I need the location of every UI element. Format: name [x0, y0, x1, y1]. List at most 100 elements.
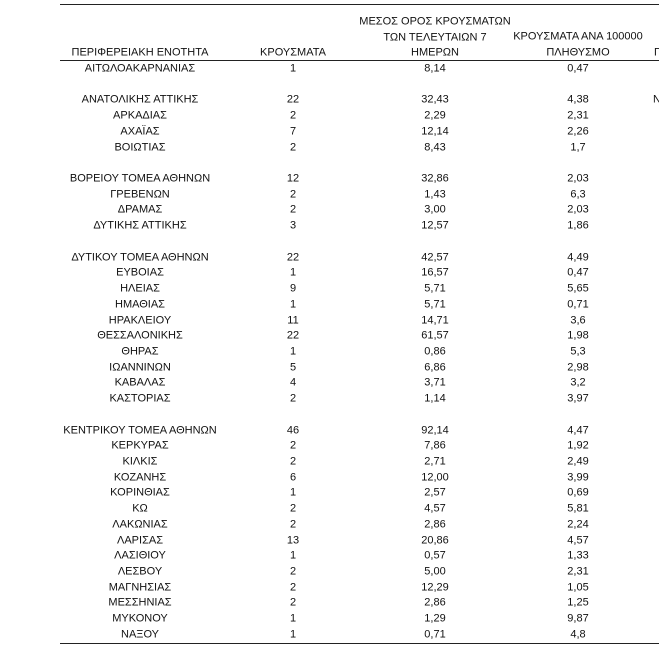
cases: 2	[289, 502, 297, 515]
per-100k: 3,99	[567, 471, 589, 484]
region: ΛΑΣΙΘΙΟΥ	[114, 549, 166, 562]
avg-7-days: 0,86	[424, 345, 446, 358]
cases: 11	[287, 314, 299, 327]
per-100k: 2,03	[567, 203, 589, 216]
cases: 1	[289, 612, 297, 625]
per-100k: 1,86	[567, 219, 589, 232]
per-100k: 2,31	[567, 109, 589, 122]
region: ΔΥΤΙΚΗΣ ΑΤΤΙΚΗΣ	[93, 219, 187, 232]
region: ΜΕΣΣΗΝΙΑΣ	[108, 596, 172, 609]
cases: 3	[289, 219, 297, 232]
region: ΚΑΒΑΛΑΣ	[114, 376, 166, 389]
avg-7-days: 5,71	[424, 282, 446, 295]
cases: 1	[289, 266, 297, 279]
region: ΜΑΓΝΗΣΙΑΣ	[108, 581, 172, 594]
header-per100k: ΚΡΟΥΣΜΑΤΑ ΑΝΑ 100000	[513, 30, 643, 43]
region: ΑΝΑΤΟΛΙΚΗΣ ΑΤΤΙΚΗΣ	[81, 93, 199, 106]
cases: 2	[289, 141, 297, 154]
avg-7-days: 16,57	[421, 266, 449, 279]
per-100k: 0,71	[567, 298, 589, 311]
avg-7-days: 3,00	[424, 203, 446, 216]
per-100k: 0,47	[567, 62, 589, 75]
cases: 22	[286, 329, 300, 342]
header-avg: ΗΜΕΡΩΝ	[411, 46, 459, 59]
per-100k: 5,81	[567, 502, 589, 515]
avg-7-days: 8,43	[424, 141, 446, 154]
header-avg: ΜΕΣΟΣ ΟΡΟΣ ΚΡΟΥΣΜΑΤΩΝ	[359, 15, 511, 28]
per-100k: 2,49	[567, 455, 589, 468]
region: ΚΙΛΚΙΣ	[122, 455, 158, 468]
cases: 2	[289, 596, 297, 609]
region: ΚΟΡΙΝΘΙΑΣ	[110, 486, 170, 499]
cases: 1	[289, 345, 297, 358]
per-100k: 4,57	[567, 534, 589, 547]
avg-7-days: 14,71	[421, 314, 449, 327]
header-region: ΠΕΡΙΦΕΡΕΙΑΚΗ ΕΝΟΤΗΤΑ	[71, 46, 209, 59]
per-100k: 3,6	[570, 314, 586, 327]
region: ΗΛΕΙΑΣ	[120, 282, 160, 295]
region: ΔΥΤΙΚΟΥ ΤΟΜΕΑ ΑΘΗΝΩΝ	[71, 251, 209, 264]
per-100k: 3,2	[570, 376, 586, 389]
avg-7-days: 2,86	[424, 518, 446, 531]
region: ΒΟΡΕΙΟΥ ΤΟΜΕΑ ΑΘΗΝΩΝ	[69, 172, 211, 185]
region: ΑΙΤΩΛΟΑΚΑΡΝΑΝΙΑΣ	[84, 62, 196, 75]
cases: 6	[289, 471, 297, 484]
avg-7-days: 6,86	[424, 361, 446, 374]
header-cases: ΚΡΟΥΣΜΑΤΑ	[260, 46, 326, 59]
cases: 22	[286, 93, 300, 106]
cases: 9	[289, 282, 297, 295]
avg-7-days: 32,43	[421, 93, 449, 106]
cases: 46	[286, 424, 300, 437]
region: ΚΕΡΚΥΡΑΣ	[111, 439, 169, 452]
avg-7-days: 3,71	[424, 376, 446, 389]
cases: 22	[286, 251, 300, 264]
region: ΗΜΑΘΙΑΣ	[115, 298, 165, 311]
avg-7-days: 12,00	[421, 471, 449, 484]
per-100k: 4,47	[567, 424, 589, 437]
avg-7-days: 20,86	[421, 534, 449, 547]
region: ΚΟΖΑΝΗΣ	[113, 471, 167, 484]
cases: 1	[289, 486, 297, 499]
region: ΛΑΚΩΝΙΑΣ	[112, 518, 168, 531]
per-100k: 4,49	[567, 251, 589, 264]
avg-7-days: 0,71	[424, 628, 446, 641]
avg-7-days: 32,86	[421, 172, 449, 185]
avg-7-days: 1,14	[424, 392, 446, 405]
region: ΙΩΑΝΝΙΝΩΝ	[109, 361, 171, 374]
cases: 2	[289, 581, 297, 594]
per-100k: 0,69	[567, 486, 589, 499]
region: ΚΑΣΤΟΡΙΑΣ	[109, 392, 171, 405]
region: ΜΥΚΟΝΟΥ	[112, 612, 168, 625]
per-100k: 5,3	[570, 345, 586, 358]
region: ΝΑΞΟΥ	[121, 628, 159, 641]
cases: 2	[289, 518, 297, 531]
per-100k: 3,97	[567, 392, 589, 405]
cases: 12	[286, 172, 300, 185]
cases: 2	[289, 392, 297, 405]
avg-7-days: 5,71	[424, 298, 446, 311]
region: ΘΕΣΣΑΛΟΝΙΚΗΣ	[97, 329, 183, 342]
per-100k: 1,92	[567, 439, 589, 452]
cases: 1	[289, 62, 297, 75]
avg-7-days: 4,57	[424, 502, 446, 515]
avg-7-days: 2,86	[424, 596, 446, 609]
avg-7-days: 12,29	[421, 581, 449, 594]
per-100k: 5,65	[567, 282, 589, 295]
avg-7-days: 1,29	[424, 612, 446, 625]
avg-7-days: 92,14	[421, 424, 449, 437]
per-100k: 1,25	[567, 596, 589, 609]
cases: 2	[289, 455, 297, 468]
avg-7-days: 0,57	[424, 549, 446, 562]
avg-7-days: 1,43	[424, 188, 446, 201]
header-avg: ΤΩΝ ΤΕΛΕΥΤΑΙΩΝ 7	[383, 31, 487, 44]
avg-7-days: 7,86	[424, 439, 446, 452]
per-100k: 4,38	[567, 93, 589, 106]
cases: 1	[289, 628, 297, 641]
avg-7-days: 12,14	[421, 125, 449, 138]
cases: 2	[289, 565, 297, 578]
region: ΗΡΑΚΛΕΙΟΥ	[108, 314, 172, 327]
bottom-rule	[60, 643, 659, 644]
top-rule	[60, 4, 659, 5]
cases: 1	[289, 298, 297, 311]
